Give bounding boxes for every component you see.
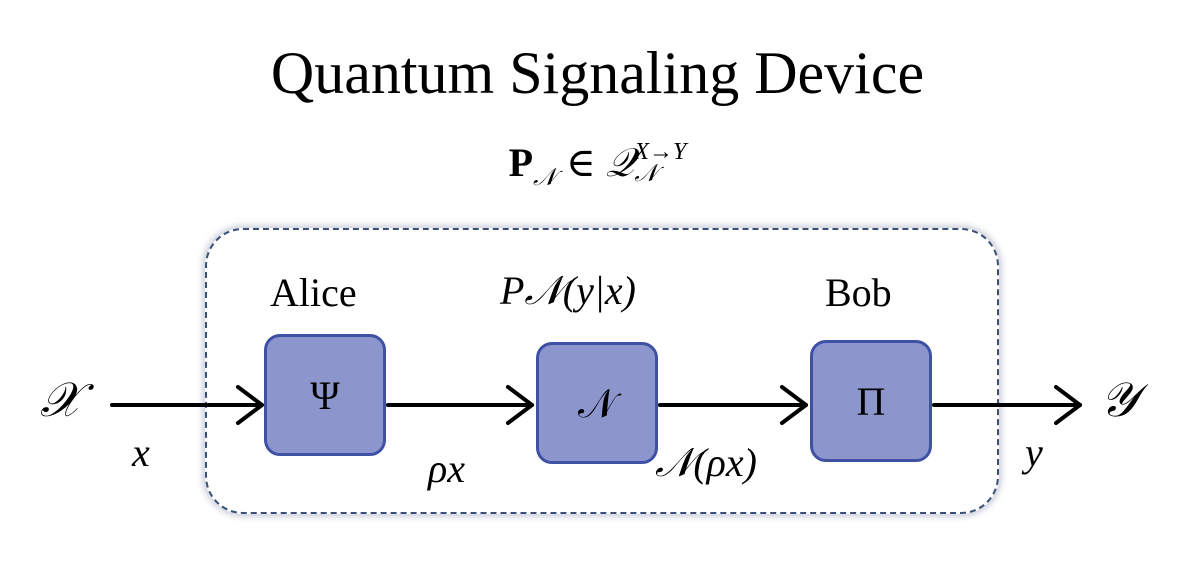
input-variable-x: x — [132, 430, 150, 475]
alice-label: Alice — [270, 270, 357, 315]
arrow-input-head — [236, 385, 264, 425]
device-set-formula: P𝒩 ∈ 𝒬 X→Y 𝒩 — [0, 138, 1195, 203]
diagram-title: Quantum Signaling Device — [270, 40, 925, 106]
bob-label: Bob — [825, 270, 892, 315]
formula-P-subscript: 𝒩 — [533, 165, 557, 191]
arrow-channel-head — [780, 385, 808, 425]
arrow-encoded-head — [506, 385, 534, 425]
encoder-box-psi: Ψ — [264, 334, 386, 456]
channel-probability-label: P𝒩(y|x) — [500, 268, 636, 313]
formula-in-symbol: ∈ — [566, 140, 596, 185]
output-alphabet: 𝒴 — [1100, 374, 1138, 427]
formula-Q-superscript: X→Y — [634, 138, 687, 165]
device-boundary — [205, 228, 999, 514]
encoded-state-rho: ρx — [428, 446, 465, 491]
channel-output-state: 𝒩(ρx) — [655, 440, 757, 485]
arrow-output-head — [1054, 385, 1082, 425]
channel-box-n: 𝒩 — [536, 342, 658, 464]
formula-Q: 𝒬 — [605, 140, 635, 185]
formula-P: P — [508, 140, 534, 185]
input-alphabet: 𝒳 — [40, 374, 82, 427]
output-variable-y: y — [1025, 430, 1043, 475]
formula-Q-indices: X→Y 𝒩 — [634, 138, 687, 187]
formula-Q-subscript: 𝒩 — [634, 160, 658, 187]
decoder-box-pi: Π — [810, 340, 932, 462]
